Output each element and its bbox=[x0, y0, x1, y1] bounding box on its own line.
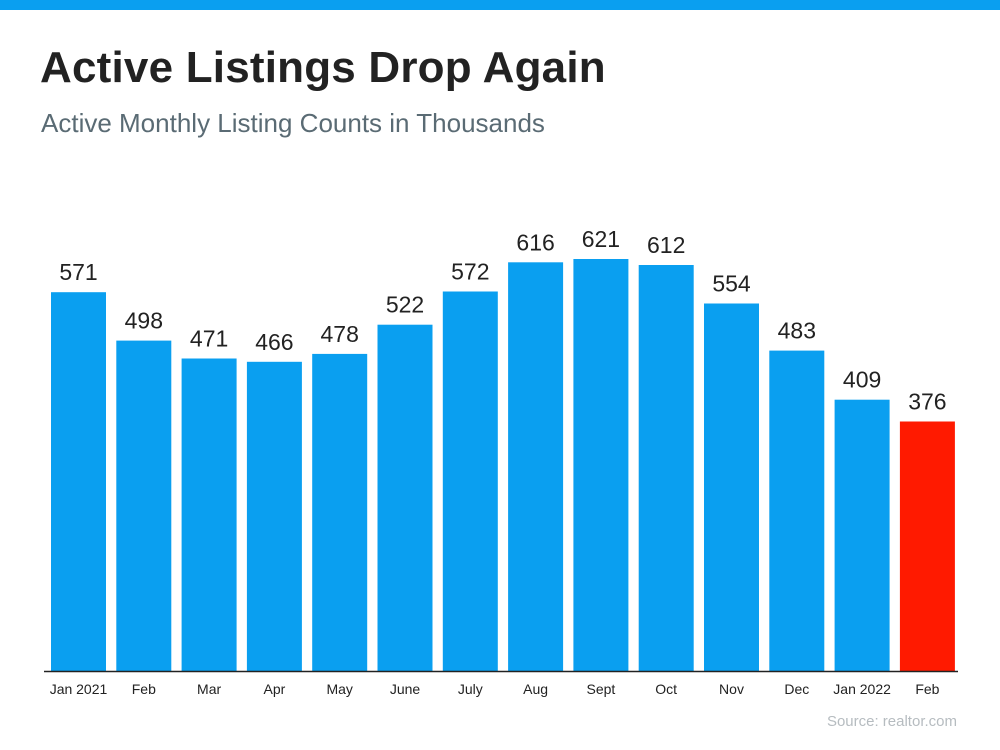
bar-2 bbox=[181, 358, 237, 671]
bar-3 bbox=[246, 361, 302, 671]
top-accent-stripe bbox=[0, 0, 1000, 10]
x-tick-label-5: June bbox=[390, 681, 421, 697]
bar-13 bbox=[899, 421, 955, 671]
bar-8 bbox=[573, 259, 629, 671]
x-tick-label-10: Nov bbox=[719, 681, 744, 697]
bar-11 bbox=[769, 350, 825, 671]
x-tick-label-11: Dec bbox=[784, 681, 809, 697]
source-note: Source: realtor.com bbox=[826, 713, 957, 730]
bar-5 bbox=[377, 324, 433, 671]
x-tick-label-8: Sept bbox=[586, 681, 615, 697]
data-label-5: 522 bbox=[386, 292, 424, 318]
bar-0 bbox=[51, 292, 106, 671]
x-tick-label-3: Apr bbox=[264, 681, 286, 697]
x-tick-label-13: Feb bbox=[915, 681, 939, 697]
data-label-1: 498 bbox=[125, 308, 163, 334]
data-label-0: 571 bbox=[59, 259, 97, 285]
bar-10 bbox=[704, 303, 759, 671]
x-tick-label-7: Aug bbox=[523, 681, 548, 697]
data-label-4: 478 bbox=[321, 321, 359, 347]
x-tick-label-9: Oct bbox=[655, 681, 677, 697]
data-label-3: 466 bbox=[255, 329, 293, 355]
x-tick-label-0: Jan 2021 bbox=[50, 681, 108, 697]
data-label-6: 572 bbox=[451, 259, 489, 285]
x-tick-label-2: Mar bbox=[197, 681, 221, 697]
bar-12 bbox=[834, 399, 890, 671]
data-label-11: 483 bbox=[778, 318, 816, 344]
bar-7 bbox=[508, 262, 564, 671]
bar-1 bbox=[116, 340, 172, 671]
bar-4 bbox=[312, 353, 368, 671]
x-tick-label-1: Feb bbox=[132, 681, 156, 697]
data-label-10: 554 bbox=[712, 271, 751, 297]
data-label-9: 612 bbox=[647, 232, 685, 258]
x-tick-label-6: July bbox=[458, 681, 483, 697]
data-label-12: 409 bbox=[843, 367, 881, 393]
chart-subtitle: Active Monthly Listing Counts in Thousan… bbox=[41, 108, 545, 138]
data-label-8: 621 bbox=[582, 226, 620, 252]
data-label-2: 471 bbox=[190, 326, 228, 352]
bar-6 bbox=[442, 291, 498, 671]
chart-title: Active Listings Drop Again bbox=[40, 43, 606, 92]
data-label-7: 616 bbox=[516, 229, 554, 255]
bar-9 bbox=[638, 265, 694, 671]
x-tick-label-4: May bbox=[326, 681, 352, 697]
data-label-13: 376 bbox=[908, 389, 946, 415]
x-tick-label-12: Jan 2022 bbox=[833, 681, 891, 697]
